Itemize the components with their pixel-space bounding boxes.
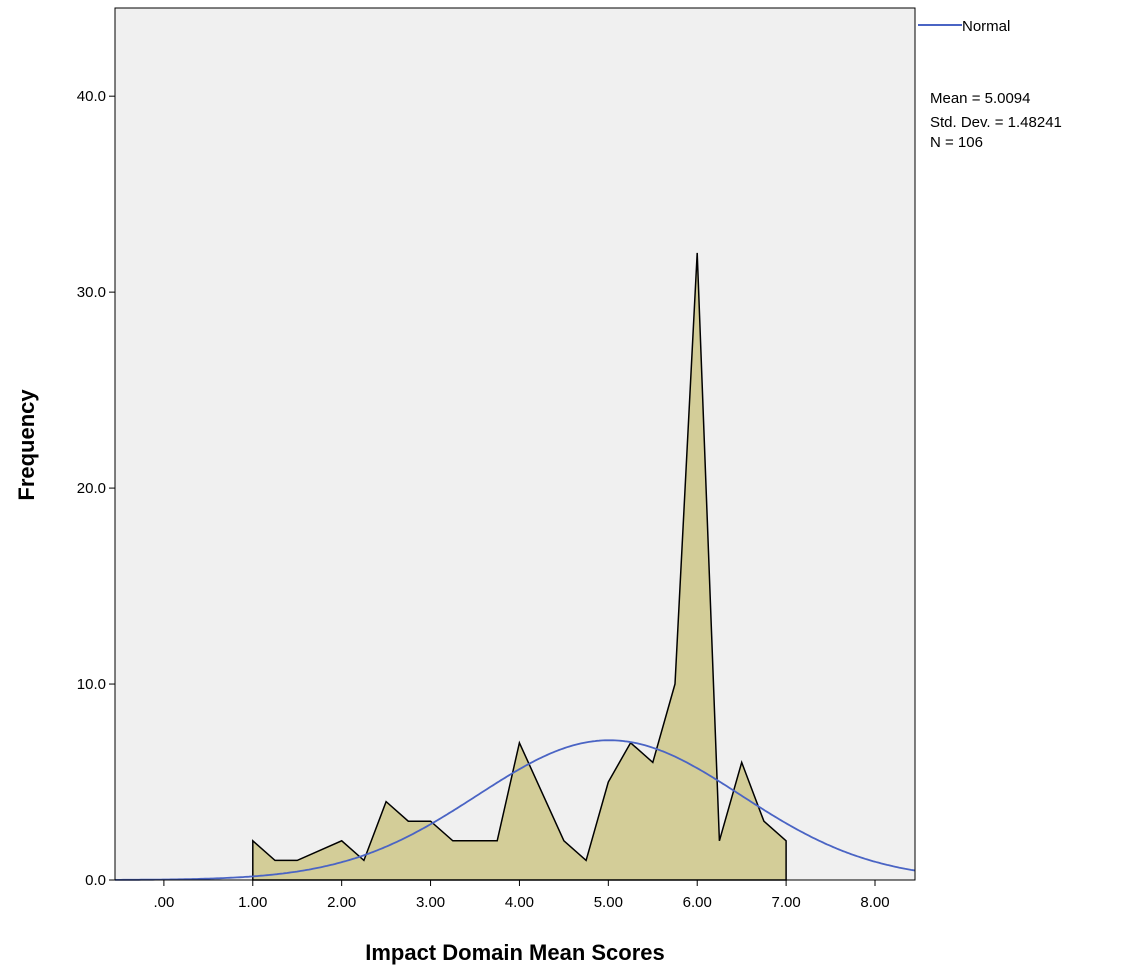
plot-area <box>115 8 915 880</box>
frequency-polygon <box>252 252 787 881</box>
y-axis: 0.0 10.0 20.0 30.0 40.0 <box>77 88 115 889</box>
y-tick-label: 10.0 <box>77 676 106 693</box>
x-tick-label: 6.00 <box>683 894 712 911</box>
y-tick-label: 0.0 <box>85 872 106 889</box>
normal-curve-layer <box>115 739 916 881</box>
x-tick-label: 7.00 <box>772 894 801 911</box>
x-tick-label: 3.00 <box>416 894 445 911</box>
x-axis: .00 1.00 2.00 3.00 4.00 5.00 6.00 7.00 8.00 <box>153 880 890 911</box>
y-tick-label: 20.0 <box>77 480 106 497</box>
plot-frame <box>114 7 916 881</box>
x-tick-label: 4.00 <box>505 894 534 911</box>
x-tick-label: 2.00 <box>327 894 356 911</box>
legend-stat-std-dev: Std. Dev. = 1.48241 <box>930 114 1062 131</box>
x-axis-title: Impact Domain Mean Scores <box>365 940 665 965</box>
legend: Normal Mean = 5.0094 Std. Dev. = 1.48241… <box>918 18 1062 151</box>
x-tick-label: .00 <box>153 894 174 911</box>
normal-curve-line <box>115 739 916 881</box>
y-tick-label: 30.0 <box>77 284 106 301</box>
y-tick-label: 40.0 <box>77 88 106 105</box>
legend-stat-mean: Mean = 5.0094 <box>930 90 1031 107</box>
frequency-area-layer <box>252 252 787 881</box>
legend-normal-label: Normal <box>962 18 1010 35</box>
x-tick-label: 1.00 <box>238 894 267 911</box>
x-tick-label: 8.00 <box>860 894 889 911</box>
y-axis-title: Frequency <box>14 389 39 501</box>
x-tick-label: 5.00 <box>594 894 623 911</box>
legend-stat-n: N = 106 <box>930 134 983 151</box>
